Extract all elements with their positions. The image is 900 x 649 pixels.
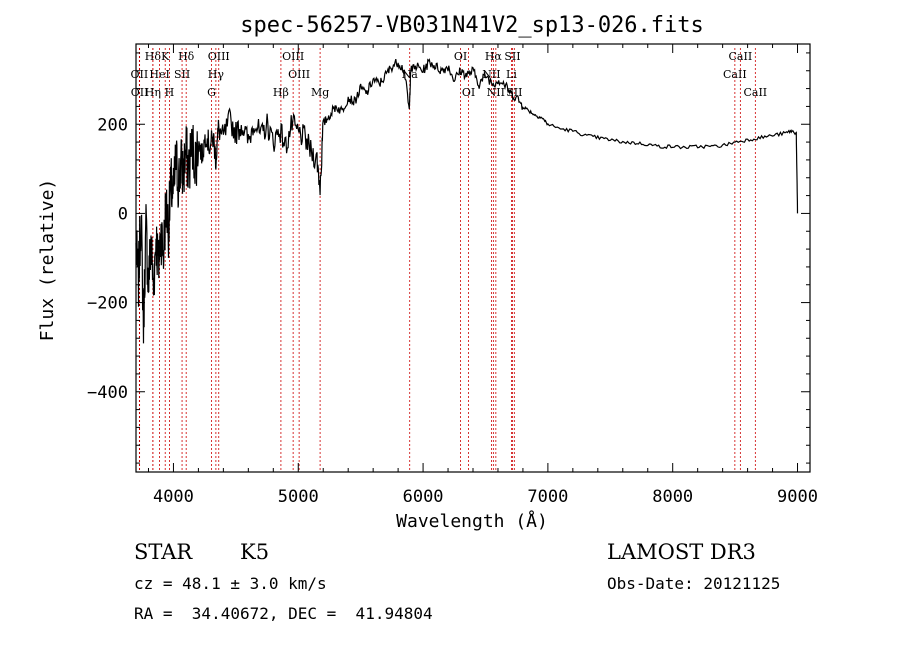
x-tick-label-1: 5000: [278, 487, 319, 507]
line-label-23: NII: [487, 86, 505, 99]
line-label-19: Hα: [485, 50, 503, 63]
line-label-18: OI: [462, 86, 475, 99]
spectral-line-labels: Hδ OII OII K HeI Hη SII H Hδ OIII Hγ G OIII OIII Hβ Mg N…: [131, 50, 768, 99]
line-label-5: Hη: [145, 86, 161, 99]
line-label-3: K: [161, 50, 170, 63]
chart-title: spec-56257-VB031N41V2_sp13-026.fits: [240, 13, 704, 38]
line-label-4: HeI: [149, 68, 169, 81]
line-label-14: Hβ: [273, 86, 289, 99]
line-label-17: OI: [454, 50, 467, 63]
x-tick-label-4: 8000: [652, 487, 693, 507]
axis-ticks: 4000 5000 6000 7000 8000 9000 −400 −200 0 200: [87, 44, 818, 507]
line-label-26: CaII: [723, 68, 747, 81]
line-label-12: OIII: [282, 50, 304, 63]
line-label-9: OIII: [208, 50, 230, 63]
line-label-6: SII: [174, 68, 190, 81]
line-label-27: CaII: [743, 86, 767, 99]
line-label-15: Mg: [311, 86, 329, 99]
x-tick-label-0: 4000: [153, 487, 194, 507]
line-label-7: H: [165, 86, 175, 99]
line-label-2: OII: [131, 86, 149, 99]
redshift-text: cz = 48.1 ± 3.0 km/s: [134, 574, 327, 593]
survey-name: LAMOST DR3: [607, 540, 756, 564]
line-label-20: SII: [504, 50, 520, 63]
obs-date-text: Obs-Date: 20121125: [607, 574, 781, 593]
y-tick-label-3: 200: [97, 115, 128, 135]
plot-frame: [135, 43, 811, 473]
y-axis-label: Flux (relative): [37, 179, 58, 342]
object-subclass: K5: [240, 540, 270, 564]
line-label-1: OII: [131, 68, 149, 81]
object-class: STAR: [134, 540, 193, 564]
y-tick-label-0: −400: [87, 383, 128, 403]
spectral-line-markers: [138, 48, 756, 472]
line-label-24: SII: [506, 86, 522, 99]
line-label-11: G: [207, 86, 216, 99]
line-label-22: Li: [506, 68, 517, 81]
x-tick-label-2: 6000: [403, 487, 444, 507]
line-label-10: Hγ: [208, 68, 225, 81]
x-tick-label-3: 7000: [527, 487, 568, 507]
line-label-13: OIII: [288, 68, 310, 81]
x-tick-label-5: 9000: [777, 487, 818, 507]
line-label-0: Hδ: [145, 50, 162, 63]
coordinates-text: RA = 34.40672, DEC = 41.94804: [134, 604, 433, 623]
line-label-25: CaII: [729, 50, 753, 63]
line-label-8: Hδ: [178, 50, 195, 63]
y-tick-label-1: −200: [87, 294, 128, 314]
spectrum-line: [135, 58, 799, 344]
y-tick-label-2: 0: [118, 204, 128, 224]
x-axis-label: Wavelength (Å): [396, 510, 548, 532]
